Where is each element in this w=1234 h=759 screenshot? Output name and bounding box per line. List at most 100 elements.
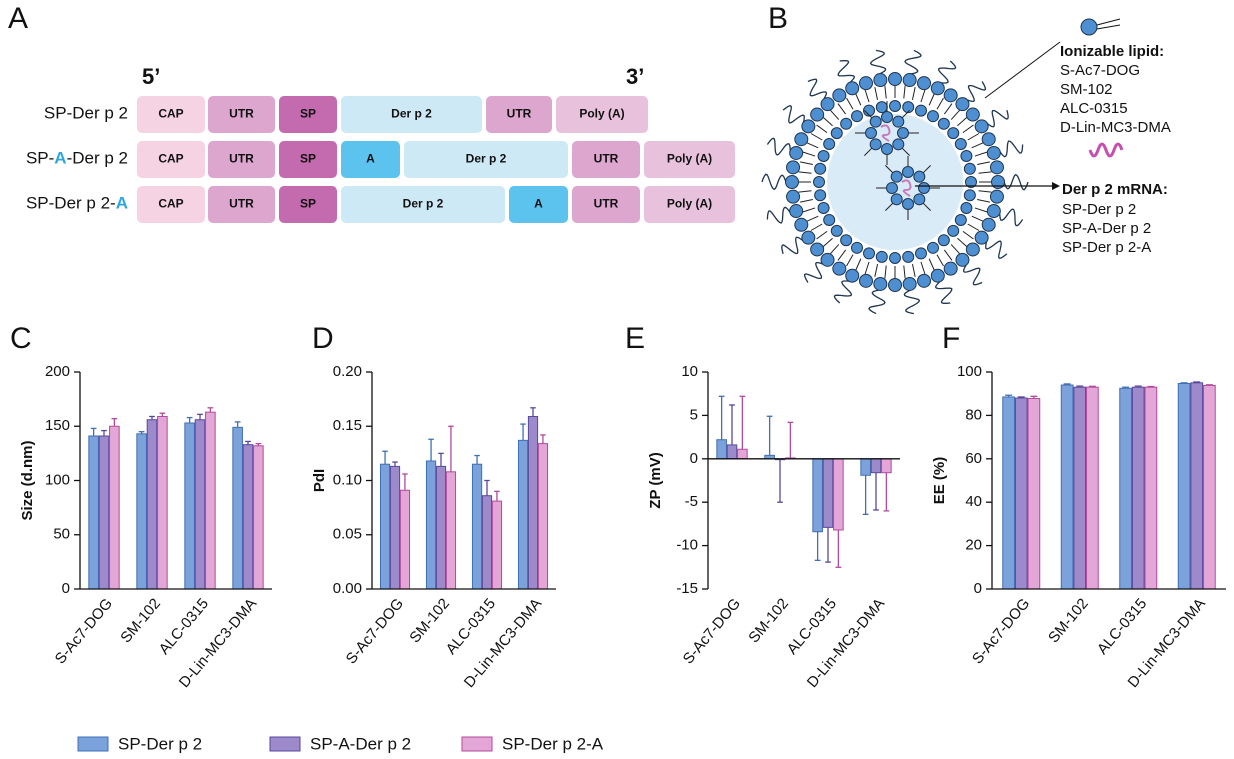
lipid-head (991, 175, 1005, 189)
lipid-head (832, 261, 847, 276)
lipid-head (789, 204, 804, 219)
segment (208, 186, 275, 223)
lipid-head (873, 276, 888, 291)
lipid-head (813, 176, 825, 188)
y-tick-label: 60 (965, 450, 982, 467)
bar (822, 458, 834, 528)
core-head (902, 166, 914, 178)
peg-chain (962, 264, 983, 286)
lipid-head (963, 189, 976, 202)
y-tick-label: 0.10 (333, 471, 362, 488)
bar (881, 458, 892, 474)
peg-chain (761, 173, 787, 191)
lipid-tail (928, 93, 935, 106)
x-tick-label: S-Ac7-DOG (969, 595, 1033, 667)
y-tick-label: 0.05 (333, 526, 362, 543)
lipid-tail (806, 142, 819, 149)
segment-label: CAP (158, 107, 183, 121)
lipid-head (823, 138, 836, 150)
lipid-tail (822, 237, 833, 248)
lipid-tail (978, 190, 992, 193)
row-label: SP-A-Der p 2 (26, 149, 128, 168)
lipid-head (875, 101, 888, 114)
bar (860, 458, 871, 476)
bar (527, 415, 539, 590)
lipid-tail (798, 171, 812, 174)
lipid-head (981, 132, 996, 147)
three-prime: 3’ (626, 64, 644, 89)
bar (242, 444, 254, 590)
lipid-head (902, 250, 915, 263)
lipid-head (817, 201, 830, 214)
segment (341, 96, 482, 133)
lipid-name: D-Lin-MC3-DMA (1060, 119, 1171, 136)
core-head (892, 138, 905, 151)
row-label: SP-Der p 2 (44, 104, 128, 123)
bar (1177, 383, 1191, 590)
segment (556, 96, 648, 133)
peg-chain (999, 140, 1024, 158)
row-label-part: A (116, 194, 128, 213)
lipid-tail (928, 258, 935, 271)
lipid-tail (943, 103, 953, 115)
lipid-head (943, 88, 958, 103)
peg-chain (766, 137, 792, 156)
core-head (865, 127, 877, 139)
bar (537, 443, 549, 590)
lipid-head (858, 273, 873, 288)
y-tick-label: 5 (690, 406, 698, 423)
lipid-head (786, 160, 801, 175)
peg-chain (807, 78, 828, 100)
lipid-tail (874, 87, 879, 100)
bar (1190, 382, 1204, 590)
y-tick-label: 0.20 (333, 363, 362, 380)
y-tick-label: 150 (45, 417, 70, 434)
bar (109, 425, 120, 590)
x-tick-label: S-Ac7-DOG (680, 595, 744, 667)
bar (1131, 386, 1145, 590)
x-tick-label: SM-102 (745, 595, 792, 646)
peg-chain (937, 60, 957, 84)
lipid-title: Ionizable lipid: (1060, 43, 1164, 60)
lipid-head (914, 247, 927, 260)
segment-label: Poly (A) (667, 152, 712, 166)
x-tick-label: SM-102 (1045, 595, 1092, 646)
bar (1086, 386, 1099, 590)
lipid-tail (936, 97, 944, 110)
mrna (880, 124, 891, 142)
lipid-tail (802, 207, 816, 213)
lipid-tail (936, 254, 944, 267)
core-head (892, 115, 905, 128)
segment-label: UTR (594, 152, 619, 166)
lipid-tail (864, 261, 870, 275)
y-tick-label: 50 (53, 526, 70, 543)
lipid-head (954, 214, 967, 226)
y-tick-label: 100 (957, 363, 982, 380)
lipid-tail (800, 198, 813, 203)
peg-chain (966, 81, 987, 103)
lipid-tail (846, 254, 854, 267)
lipid-tail (903, 265, 906, 279)
segment (341, 186, 505, 223)
lipid-head (810, 242, 825, 257)
lipid-name: S-Ac7-DOG (1060, 62, 1140, 79)
lipid-head (888, 72, 902, 86)
segment (137, 141, 205, 178)
bar (517, 439, 529, 590)
lipid-head (937, 234, 950, 247)
bar (184, 422, 195, 590)
peg-chain (782, 104, 805, 124)
segment-label: UTR (594, 197, 619, 211)
lipid-head (902, 73, 917, 88)
lipid-head (830, 127, 843, 140)
segment (208, 141, 275, 178)
lipid-head (873, 73, 888, 88)
mrna (901, 179, 912, 197)
segment-label: A (534, 197, 543, 211)
core-head (869, 138, 882, 151)
segment (644, 141, 735, 178)
lipid-head (830, 224, 843, 237)
lipid-head (902, 276, 917, 291)
core-head (869, 115, 882, 128)
lipid-tail (855, 258, 862, 271)
